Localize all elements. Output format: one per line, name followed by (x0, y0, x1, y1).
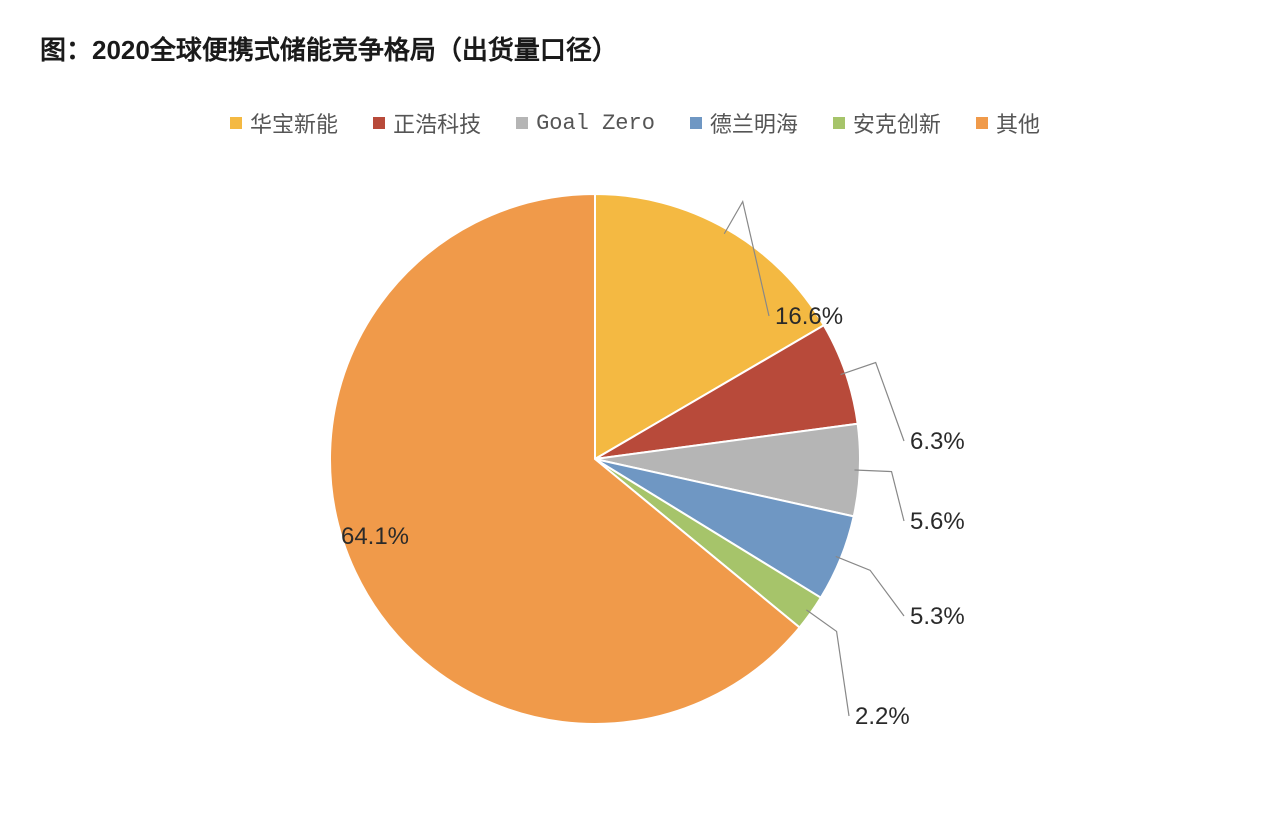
slice-data-label: 16.6% (775, 303, 843, 330)
legend-marker-icon (373, 117, 385, 129)
chart-title: 图：2020全球便携式储能竞争格局（出货量口径） (40, 30, 1230, 67)
slice-data-label: 6.3% (910, 428, 965, 455)
legend-label: 正浩科技 (393, 107, 481, 139)
chart-legend: 华宝新能 正浩科技 Goal Zero 德兰明海 安克创新 其他 (40, 107, 1230, 139)
leader-line (854, 470, 904, 521)
legend-label: Goal Zero (536, 111, 655, 136)
leader-line (836, 556, 904, 616)
slice-data-label: 5.6% (910, 508, 965, 535)
slice-data-label: 5.3% (910, 603, 965, 630)
legend-marker-icon (690, 117, 702, 129)
legend-label: 其他 (996, 107, 1040, 139)
legend-item: 德兰明海 (690, 107, 798, 139)
legend-label: 德兰明海 (710, 107, 798, 139)
legend-marker-icon (516, 117, 528, 129)
legend-item: 华宝新能 (230, 107, 338, 139)
legend-label: 安克创新 (853, 107, 941, 139)
leader-line (806, 610, 849, 716)
legend-label: 华宝新能 (250, 107, 338, 139)
slice-data-label: 2.2% (855, 703, 910, 730)
legend-marker-icon (976, 117, 988, 129)
legend-item: 正浩科技 (373, 107, 481, 139)
legend-marker-icon (230, 117, 242, 129)
legend-item: 安克创新 (833, 107, 941, 139)
slice-data-label: 64.1% (341, 523, 409, 550)
legend-item: 其他 (976, 107, 1040, 139)
chart-area: 16.6% 6.3% 5.6% 5.3% 2.2% 64.1% (40, 169, 1230, 749)
pie-chart-svg: 16.6% 6.3% 5.6% 5.3% 2.2% 64.1% (155, 169, 1115, 749)
legend-marker-icon (833, 117, 845, 129)
legend-item: Goal Zero (516, 107, 655, 139)
